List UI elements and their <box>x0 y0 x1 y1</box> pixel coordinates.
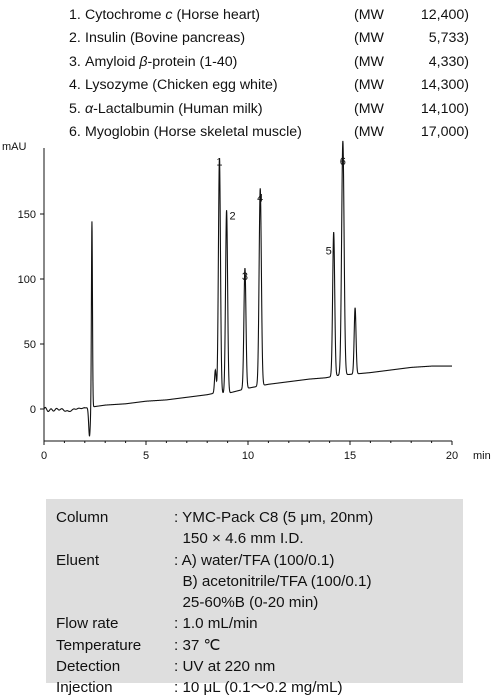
legend-item-mw-label: (MW <box>354 77 384 94</box>
legend-item-mw-label: (MW <box>354 53 384 70</box>
condition-label: Eluent <box>56 551 100 569</box>
condition-label: Column <box>56 509 109 526</box>
legend-item-mw-label: (MW <box>354 100 384 117</box>
x-tick-label: 0 <box>41 450 47 462</box>
condition-row: B) acetonitrile/TFA (100/0.1) <box>46 571 463 592</box>
legend-item: 4. Lysozyme (Chicken egg white) (MW 14,300) <box>69 74 469 97</box>
y-tick-label: 50 <box>24 339 36 351</box>
legend-item-number: 4. <box>69 77 81 94</box>
legend-item-number: 5. <box>69 100 81 117</box>
legend-item-number: 2. <box>69 30 81 47</box>
legend-item-name: α-Lactalbumin (Human milk) <box>85 100 263 117</box>
condition-label: Detection <box>56 658 121 676</box>
condition-value: : A) water/TFA (100/0.1) <box>174 551 335 569</box>
legend-item: 5. α-Lactalbumin (Human milk) (MW 14,100) <box>69 98 469 121</box>
y-tick-label: 0 <box>30 404 36 416</box>
x-tick-label: 15 <box>344 450 356 462</box>
compound-legend: 1. Cytochrome c (Horse heart) (MW 12,400) 2.… <box>69 4 469 144</box>
legend-item-name: Insulin (Bovine pancreas) <box>85 30 246 47</box>
condition-value: : YMC-Pack C8 (5 μm, 20nm) <box>174 509 374 526</box>
legend-item-mw-label: (MW <box>354 7 384 23</box>
peak-label: 6 <box>340 156 346 168</box>
legend-item-name: Amyloid β-protein (1-40) <box>85 53 238 70</box>
y-tick-label: 150 <box>18 209 36 221</box>
legend-item-number: 3. <box>69 53 81 70</box>
legend-item-mw-value: 17,000) <box>420 123 469 140</box>
y-tick-label: 100 <box>18 274 36 286</box>
legend-item-name: Myoglobin (Horse skeletal muscle) <box>85 123 302 140</box>
condition-row: Detection : UV at 220 nm <box>46 656 463 677</box>
legend-item-mw-value: 14,100) <box>420 100 469 117</box>
condition-value: : 37 ℃ <box>174 636 221 654</box>
legend-item-mw-label: (MW <box>354 123 384 140</box>
condition-value: : UV at 220 nm <box>174 658 276 676</box>
condition-value: : 1.0 mL/min <box>174 615 258 633</box>
condition-label: Injection <box>56 679 113 697</box>
x-axis-label: min <box>473 450 491 462</box>
condition-row: Eluent : A) water/TFA (100/0.1) <box>46 550 463 571</box>
x-tick-label: 10 <box>242 450 254 462</box>
condition-value: : 10 μL (0.1～0.2 mg/mL) <box>174 679 343 697</box>
legend-item-name: Cytochrome c (Horse heart) <box>85 7 261 23</box>
legend-item-mw-label: (MW <box>354 30 384 47</box>
x-tick-label: 5 <box>143 450 149 462</box>
condition-value: B) acetonitrile/TFA (100/0.1) <box>174 572 372 590</box>
legend-item-name: Lysozyme (Chicken egg white) <box>85 77 278 94</box>
legend-item-mw-value: 12,400) <box>420 7 469 23</box>
legend-item-mw-value: 5,733) <box>428 30 469 47</box>
peak-label: 2 <box>230 211 236 223</box>
condition-row: Temperature : 37 ℃ <box>46 635 463 656</box>
legend-item: 6. Myoglobin (Horse skeletal muscle) (MW 17… <box>69 121 469 144</box>
condition-row: 25-60%B (0-20 min) <box>46 592 463 613</box>
condition-row: 150 × 4.6 mm I.D. <box>46 528 463 549</box>
legend-item-mw-value: 14,300) <box>420 77 469 94</box>
chromatogram-trace <box>43 140 452 437</box>
condition-value: 25-60%B (0-20 min) <box>174 594 319 612</box>
legend-item-number: 6. <box>69 123 81 140</box>
peak-label: 1 <box>216 157 222 169</box>
chromatogram-chart: 0 50 100 150 0 5 10 15 20 mAU min 1 2 3 4 5 6 <box>2 140 491 462</box>
legend-item-mw-value: 4,330) <box>428 53 469 70</box>
condition-row: Flow rate : 1.0 mL/min <box>46 613 463 634</box>
condition-row: Column : YMC-Pack C8 (5 μm, 20nm) <box>46 507 463 528</box>
condition-value: 150 × 4.6 mm I.D. <box>174 530 304 548</box>
peak-label: 3 <box>242 271 248 283</box>
condition-label: Temperature <box>56 636 142 654</box>
peak-label: 5 <box>326 246 332 258</box>
legend-item: 1. Cytochrome c (Horse heart) (MW 12,400) <box>69 4 469 27</box>
x-tick-label: 20 <box>446 450 458 462</box>
legend-item: 2. Insulin (Bovine pancreas) (MW 5,733) <box>69 27 469 50</box>
condition-row: Injection : 10 μL (0.1～0.2 mg/mL) <box>46 677 463 698</box>
conditions-panel: Column : YMC-Pack C8 (5 μm, 20nm) 150 × 4… <box>46 499 463 696</box>
peak-label: 4 <box>257 192 263 204</box>
condition-label: Flow rate <box>56 615 119 633</box>
y-axis-label: mAU <box>2 141 27 153</box>
legend-item: 3. Amyloid β-protein (1-40) (MW 4,330) <box>69 51 469 74</box>
legend-item-number: 1. <box>69 7 81 23</box>
